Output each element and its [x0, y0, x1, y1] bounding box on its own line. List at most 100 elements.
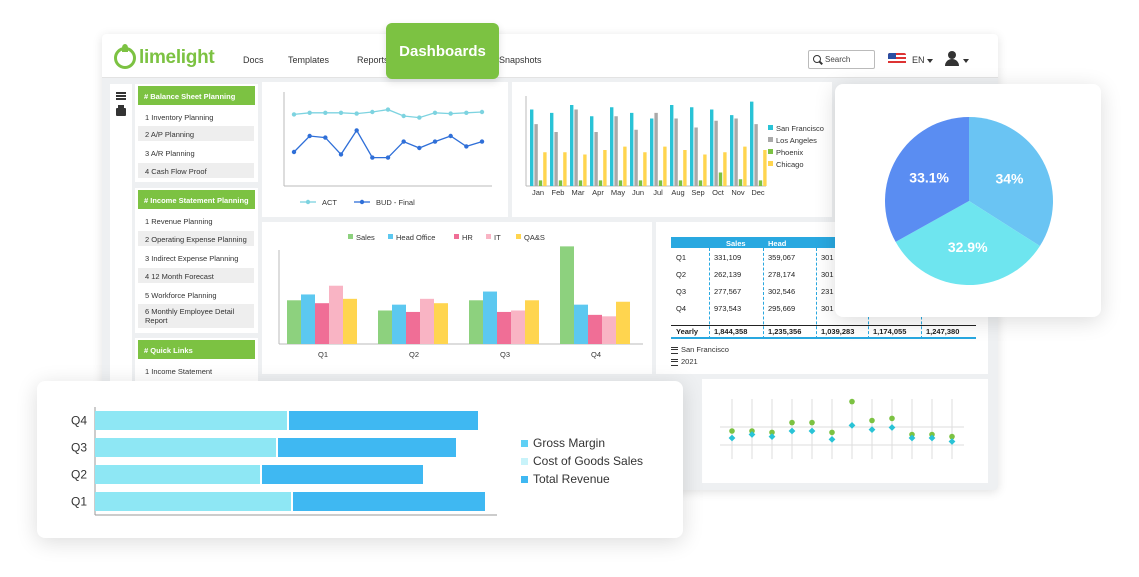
- search-box[interactable]: Search: [808, 50, 875, 69]
- data-point: [848, 422, 856, 429]
- horizontal-bar-chart: Q1 Q2 Q3 Q4: [71, 407, 497, 516]
- table-cell: 301: [821, 304, 834, 313]
- bar: [554, 132, 558, 186]
- table-total-cell: 1,844,358: [714, 327, 748, 336]
- sidebar-item-12-month-forecast[interactable]: 4 12 Month Forecast: [138, 268, 254, 283]
- us-flag-icon[interactable]: [888, 53, 906, 65]
- language-caret-icon[interactable]: [927, 59, 933, 63]
- limelight-logo[interactable]: limelight: [114, 44, 215, 69]
- data-point: [788, 427, 796, 435]
- bar: [530, 109, 534, 186]
- data-point: [323, 110, 328, 115]
- bar: [743, 146, 747, 186]
- table-bottom-border: [671, 337, 976, 339]
- bar: [718, 172, 723, 186]
- sidebar-item-cash-flow-proof[interactable]: 4 Cash Flow Proof: [138, 163, 254, 178]
- data-point: [888, 424, 896, 431]
- bar: [723, 152, 727, 186]
- bar: [329, 285, 343, 344]
- filter-year[interactable]: 2021: [671, 357, 698, 366]
- filter-city[interactable]: San Francisco: [671, 345, 729, 354]
- sidebar-item-revenue-planning[interactable]: 1 Revenue Planning: [145, 217, 213, 226]
- table-row-label: Q3: [676, 287, 687, 296]
- table-row-label: Q2: [676, 270, 687, 279]
- bar: [543, 152, 547, 186]
- table-header-head-office[interactable]: Head Office: [768, 239, 790, 257]
- sidebar-item-income-statement[interactable]: 1 Income Statement: [145, 367, 213, 376]
- legend-label: Gross Margin: [533, 436, 606, 450]
- data-point: [869, 417, 875, 424]
- data-point: [417, 115, 422, 120]
- sidebar-section-title[interactable]: # Quick Links: [138, 340, 255, 359]
- legend-label: Head Office: [396, 233, 435, 242]
- pie-slice: [969, 117, 1053, 247]
- table-row-label: Q1: [676, 253, 687, 262]
- data-point: [729, 428, 735, 434]
- table-divider: [709, 248, 710, 339]
- nav-templates[interactable]: Templates: [288, 55, 330, 65]
- sidebar-item-inventory-planning[interactable]: 1 Inventory Planning: [145, 113, 214, 122]
- data-point: [370, 155, 375, 160]
- data-point: [401, 139, 406, 144]
- print-icon[interactable]: [116, 105, 126, 116]
- legend-label: Cost of Goods Sales: [533, 454, 644, 468]
- y-tick-label: Q4: [71, 414, 87, 428]
- nav-dashboards-active[interactable]: Dashboards: [386, 23, 499, 79]
- data-point: [809, 419, 815, 426]
- data-point: [338, 110, 344, 115]
- x-tick-label: Jul: [653, 188, 663, 197]
- user-icon[interactable]: [945, 51, 959, 67]
- table-cell: 231: [821, 287, 834, 296]
- sidebar-item-operating-expense[interactable]: 2 Operating Expense Planning: [138, 231, 254, 246]
- sidebar-item-monthly-employee-report[interactable]: 6 Monthly Employee Detail Report: [138, 304, 254, 328]
- nav-reports[interactable]: Reports: [357, 55, 389, 65]
- table-row-label: Q4: [676, 304, 687, 313]
- legend-label: Total Revenue: [533, 472, 610, 486]
- bar: [663, 146, 667, 186]
- language-selector[interactable]: EN: [912, 55, 925, 65]
- user-caret-icon[interactable]: [963, 59, 969, 63]
- sidebar-item-ar-planning[interactable]: 3 A/R Planning: [145, 149, 195, 158]
- data-point: [479, 139, 485, 144]
- bar: [750, 101, 754, 186]
- bar: [583, 154, 587, 186]
- table-cell: 331,109: [714, 253, 742, 262]
- nav-snapshots[interactable]: Snapshots: [499, 55, 542, 65]
- sidebar-section-title[interactable]: # Income Statement Planning: [138, 190, 255, 209]
- legend-label: San Francisco: [776, 124, 824, 133]
- bar: [301, 294, 315, 344]
- x-tick-label: Aug: [671, 188, 684, 197]
- sidebar-item-ap-planning[interactable]: 2 A/P Planning: [138, 126, 254, 141]
- department-bar-chart: Q1 Q2 Q3 Q4 Sales Head Office HR IT QA&S: [278, 233, 643, 359]
- sidebar-section-title[interactable]: # Balance Sheet Planning: [138, 86, 255, 105]
- table-total-cell: 1,039,283: [821, 327, 855, 336]
- bar: [563, 152, 567, 186]
- city-bar-chart-tile: Jan Feb Mar Apr May Jun Jul Aug Sep Oct Nov Dec San …: [512, 82, 832, 217]
- bar: [483, 291, 497, 344]
- bar: [710, 109, 714, 186]
- table-header-sales[interactable]: Sales: [726, 239, 746, 248]
- hamburger-menu-icon[interactable]: [116, 92, 126, 100]
- bar: [643, 152, 647, 186]
- pie-slice-label: 33.1%: [909, 170, 949, 186]
- bar: [598, 180, 603, 186]
- data-point: [909, 431, 915, 438]
- bar: [614, 116, 618, 186]
- data-point: [728, 434, 736, 442]
- data-point: [448, 133, 453, 139]
- sidebar-item-workforce-planning[interactable]: 5 Workforce Planning: [145, 291, 217, 300]
- bar: [602, 316, 616, 344]
- table-cell: 295,669: [768, 304, 796, 313]
- bar-cost-of-goods: [95, 465, 260, 484]
- bar: [378, 310, 392, 344]
- table-cell: 973,543: [714, 304, 742, 313]
- sidebar-item-indirect-expense[interactable]: 3 Indirect Expense Planning: [145, 254, 239, 263]
- bar: [406, 311, 420, 344]
- data-point: [432, 139, 438, 144]
- logo-text: limelight: [139, 47, 215, 68]
- sidebar-section-balance-sheet: # Balance Sheet Planning 1 Inventory Pla…: [135, 84, 258, 182]
- nav-docs[interactable]: Docs: [243, 55, 264, 65]
- bar: [694, 127, 698, 186]
- bar: [469, 300, 483, 344]
- bar: [758, 180, 763, 186]
